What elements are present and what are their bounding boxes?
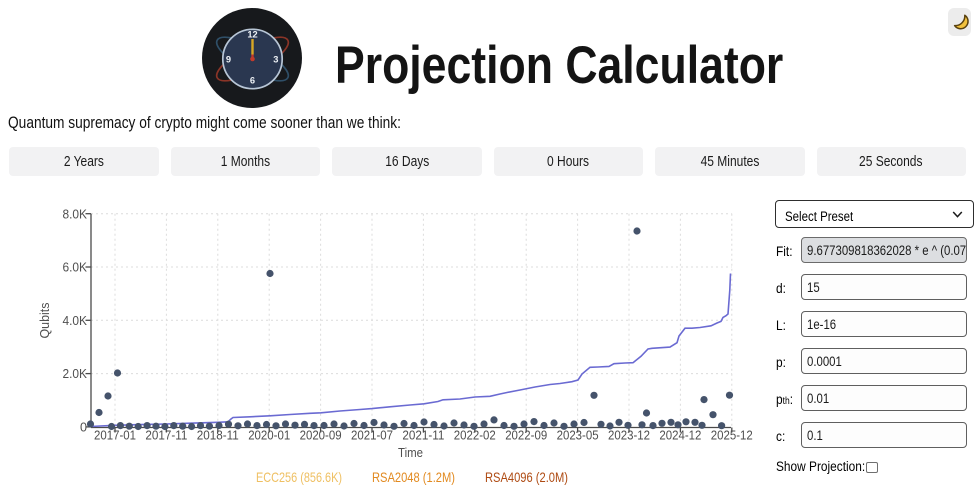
svg-text:3: 3 — [273, 55, 278, 65]
svg-text:2018-11: 2018-11 — [197, 428, 239, 443]
svg-text:RSA2048 (1.2M): RSA2048 (1.2M) — [372, 469, 455, 485]
svg-text:4.0K: 4.0K — [63, 313, 88, 328]
svg-text:8.0K: 8.0K — [63, 206, 88, 221]
svg-text:2023-12: 2023-12 — [608, 428, 650, 443]
svg-text:9: 9 — [226, 55, 231, 65]
svg-text:2021-11: 2021-11 — [402, 428, 444, 443]
svg-text:12: 12 — [247, 30, 257, 40]
svg-text:2021-07: 2021-07 — [351, 428, 393, 443]
svg-text:2020-09: 2020-09 — [300, 428, 342, 443]
svg-text:2023-05: 2023-05 — [557, 428, 599, 443]
svg-text:Qubits: Qubits — [37, 302, 52, 338]
svg-text:2020-01: 2020-01 — [248, 428, 290, 443]
svg-text:2.0K: 2.0K — [63, 366, 88, 381]
svg-text:6.0K: 6.0K — [63, 260, 88, 275]
svg-text:2017-11: 2017-11 — [145, 428, 187, 443]
svg-text:2017-01: 2017-01 — [94, 428, 136, 443]
svg-text:2024-12: 2024-12 — [659, 428, 701, 443]
svg-text:0: 0 — [80, 420, 87, 435]
svg-text:2022-09: 2022-09 — [505, 428, 547, 443]
svg-text:2022-02: 2022-02 — [454, 428, 496, 443]
svg-text:2025-12: 2025-12 — [711, 428, 753, 443]
svg-text:ECC256 (856.6K): ECC256 (856.6K) — [256, 469, 342, 485]
svg-text:Time: Time — [398, 445, 423, 460]
svg-text:6: 6 — [250, 76, 255, 86]
svg-text:RSA4096 (2.0M): RSA4096 (2.0M) — [485, 469, 568, 485]
